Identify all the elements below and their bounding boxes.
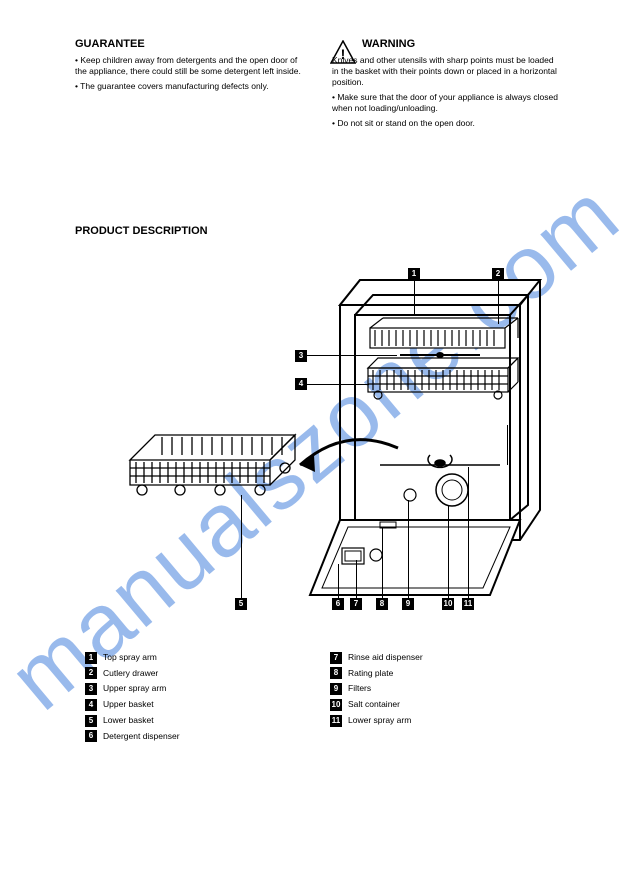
legend-left: 1Top spray arm 2Cutlery drawer 3Upper sp… [85,650,180,744]
legend-right: 7Rinse aid dispenser 8Rating plate 9Filt… [330,650,423,729]
callout-5: 5 [235,598,247,610]
callout-10: 10 [442,598,454,610]
section-heading: PRODUCT DESCRIPTION [75,225,208,237]
left-section-body: • Keep children away from detergents and… [75,55,305,92]
callout-3: 3 [295,350,307,362]
callout-6: 6 [332,598,344,610]
right-section-body: Knives and other utensils with sharp poi… [332,55,562,129]
product-diagram: 1 2 3 4 5 6 7 8 9 10 11 [120,250,570,610]
left-section-heading: GUARANTEE [75,38,145,50]
callout-7: 7 [350,598,362,610]
callout-9: 9 [402,598,414,610]
right-section-heading: WARNING [362,38,415,50]
callout-8: 8 [376,598,388,610]
callout-4: 4 [295,378,307,390]
callout-11: 11 [462,598,474,610]
